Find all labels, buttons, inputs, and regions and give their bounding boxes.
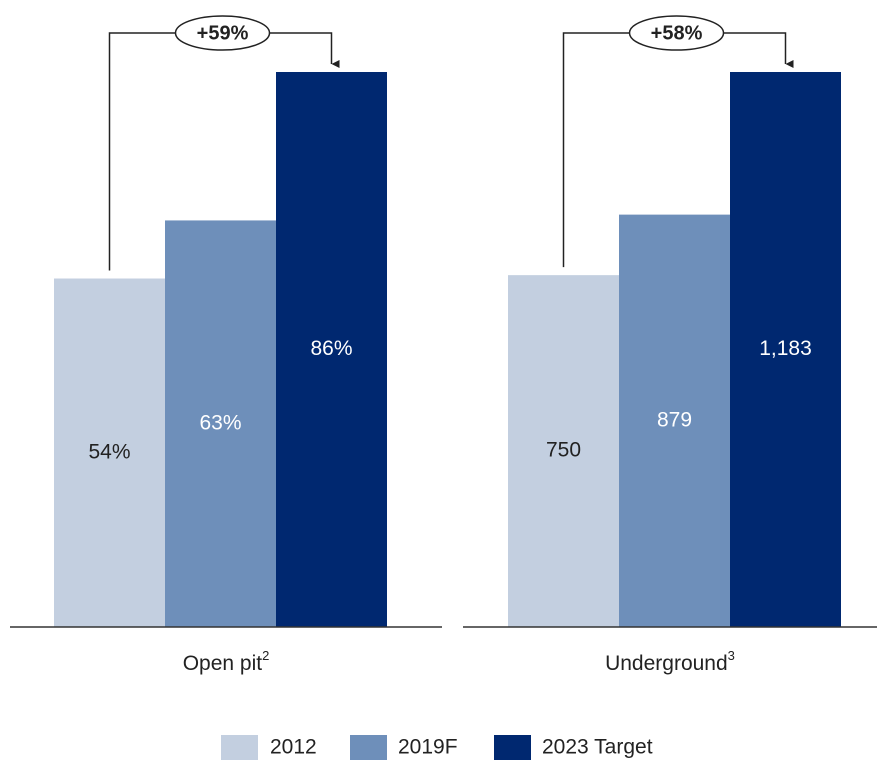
value-label: 63% (199, 411, 241, 434)
legend-swatch (494, 735, 531, 760)
value-label: 879 (657, 408, 692, 431)
value-label: 750 (546, 439, 581, 462)
category-label: Open pit2 (183, 648, 270, 674)
footnote-mark: 3 (728, 648, 735, 663)
value-label: 1,183 (759, 337, 812, 360)
legend-swatch (221, 735, 258, 760)
growth-annotation: +58% (651, 22, 703, 44)
legend-label: 2019F (398, 736, 458, 759)
annotation-bubble (174, 15, 271, 51)
category-name: Open pit (183, 652, 263, 675)
footnote-mark: 2 (262, 648, 269, 663)
bar (619, 214, 730, 627)
value-label: 86% (310, 337, 352, 360)
annotation-bubble (628, 15, 725, 51)
growth-annotation: +59% (197, 22, 249, 44)
category-name: Underground (605, 652, 728, 675)
category-label: Underground3 (605, 648, 735, 674)
legend-swatch (350, 735, 387, 760)
legend-label: 2012 (270, 736, 317, 759)
bar (730, 72, 841, 627)
legend-label: 2023 Target (542, 736, 653, 759)
bar (54, 278, 165, 627)
value-label: 54% (88, 440, 130, 463)
bar (276, 72, 387, 627)
bar (508, 275, 619, 627)
bar (165, 220, 276, 627)
